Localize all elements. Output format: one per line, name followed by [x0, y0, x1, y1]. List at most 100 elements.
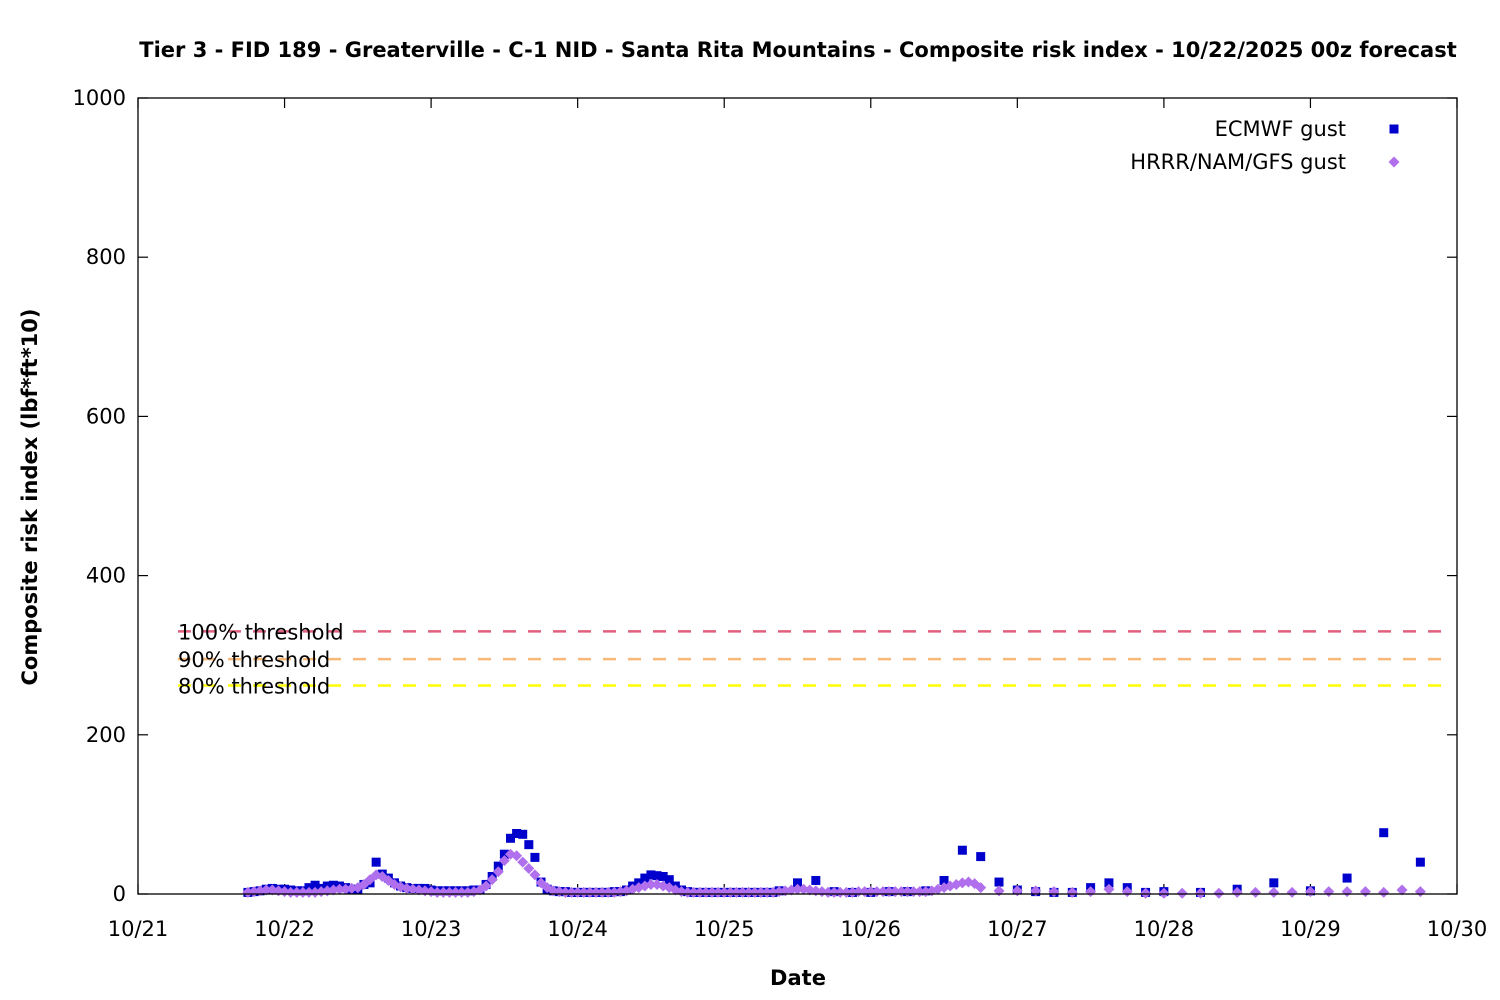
x-tick-label: 10/29 [1280, 917, 1341, 941]
data-point [596, 886, 608, 898]
axis-ticks: 0 200 400 600 800 1000 10/21 10/22 10/23 10/24 10/… [73, 86, 1488, 941]
data-point [578, 886, 590, 898]
data-point [658, 871, 668, 881]
data-point [682, 886, 694, 898]
x-tick-label: 10/28 [1134, 917, 1195, 941]
data-point [559, 886, 571, 898]
data-point [1268, 886, 1280, 898]
data-point [285, 886, 297, 898]
x-tick-label: 10/24 [547, 917, 608, 941]
data-point [828, 886, 840, 898]
data-point [718, 886, 730, 898]
data-point [518, 829, 528, 839]
data-point [493, 861, 503, 871]
data-point [1269, 878, 1279, 888]
y-tick-label: 1000 [73, 86, 126, 110]
data-point [456, 886, 468, 898]
data-point [993, 885, 1005, 897]
data-point [688, 886, 700, 898]
data-point [1342, 873, 1352, 883]
data-point [646, 870, 656, 880]
x-axis-label: Date [770, 966, 826, 990]
data-point [1213, 887, 1225, 899]
data-point [1158, 887, 1170, 899]
data-point [1323, 886, 1335, 898]
data-point [566, 886, 578, 898]
data-point [994, 877, 1004, 887]
data-point [297, 886, 309, 898]
y-tick-label: 0 [113, 882, 126, 906]
data-point [664, 875, 674, 885]
data-point [1066, 886, 1078, 898]
data-point [310, 880, 320, 890]
data-point [431, 886, 443, 898]
data-point [1231, 886, 1243, 898]
data-point [755, 886, 767, 898]
legend-label: ECMWF gust [1215, 117, 1346, 141]
data-point [700, 886, 712, 898]
data-point [572, 886, 584, 898]
data-point [737, 886, 749, 898]
data-point [523, 863, 535, 875]
data-point [1378, 886, 1390, 898]
legend: ECMWF gust HRRR/NAM/GFS gust [1130, 117, 1400, 174]
data-point [371, 857, 381, 867]
data-point [939, 875, 949, 885]
data-point [975, 882, 987, 894]
data-point [793, 878, 802, 888]
data-point [486, 874, 498, 886]
data-point [743, 886, 755, 898]
data-point [1415, 857, 1425, 867]
data-point [1379, 828, 1389, 838]
data-point [517, 856, 529, 868]
data-point [492, 866, 504, 878]
data-point [694, 886, 706, 898]
legend-label: HRRR/NAM/GFS gust [1130, 150, 1346, 174]
data-point [505, 833, 515, 843]
x-tick-label: 10/23 [401, 917, 462, 941]
data-point [443, 886, 455, 898]
series-diamond [242, 848, 1426, 899]
data-point [511, 850, 523, 862]
data-point [822, 886, 834, 898]
threshold-label: 80% threshold [178, 674, 330, 698]
data-point [498, 855, 510, 867]
data-point [652, 871, 662, 881]
x-tick-label: 10/26 [841, 917, 902, 941]
data-point [724, 886, 736, 898]
data-point [640, 873, 650, 883]
y-tick-label: 400 [86, 564, 126, 588]
x-tick-label: 10/25 [694, 917, 755, 941]
data-points [242, 828, 1426, 899]
chart-title: Tier 3 - FID 189 - Greaterville - C-1 NI… [139, 38, 1456, 62]
data-point [303, 886, 315, 898]
data-point [499, 849, 509, 859]
data-point [437, 886, 449, 898]
y-tick-label: 800 [86, 245, 126, 269]
x-tick-label: 10/27 [987, 917, 1048, 941]
data-point [530, 852, 540, 862]
threshold-label: 100% threshold [178, 620, 344, 644]
data-point [645, 878, 657, 890]
data-point [840, 886, 852, 898]
data-point [706, 886, 718, 898]
data-point [1140, 887, 1152, 899]
threshold-label: 90% threshold [178, 648, 330, 672]
data-point [976, 852, 986, 862]
data-point [749, 886, 761, 898]
legend-marker [1389, 124, 1399, 134]
data-point [1359, 886, 1371, 898]
data-point [792, 883, 803, 895]
data-point [480, 880, 492, 892]
data-point [1103, 883, 1115, 895]
data-point [450, 886, 462, 898]
data-point [334, 883, 346, 895]
data-point [957, 845, 967, 855]
data-point [1176, 887, 1188, 899]
data-point [1249, 886, 1261, 898]
y-tick-label: 200 [86, 723, 126, 747]
data-point [529, 869, 541, 881]
x-tick-label: 10/22 [254, 917, 315, 941]
y-axis-label: Composite risk index (lbf*ft*10) [18, 308, 42, 685]
